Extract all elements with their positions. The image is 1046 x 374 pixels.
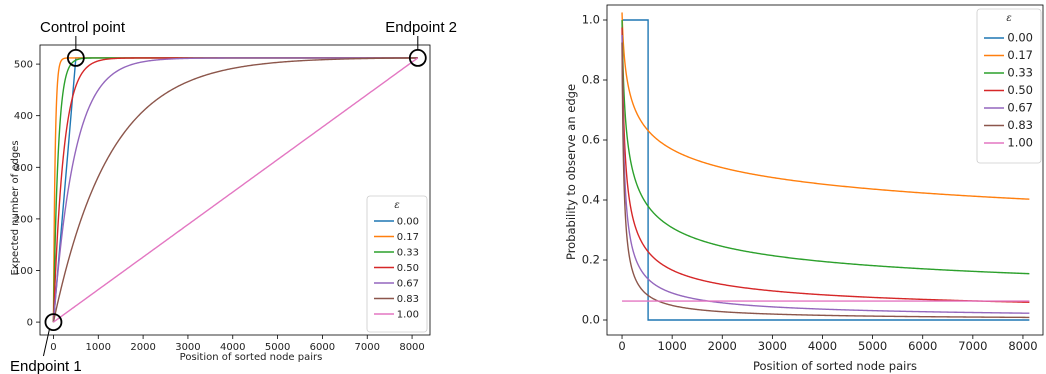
right-y-axis-label: Probability to observe an edge bbox=[564, 84, 578, 260]
right-plot-frame bbox=[606, 4, 1044, 336]
left-chart: 0 1000 2000 3000 4000 5000 6000 7000 8000 0 100 20… bbox=[10, 19, 457, 374]
y-tick-label: 100 bbox=[14, 266, 33, 277]
y-tick-label: 400 bbox=[14, 111, 33, 122]
series-line-0.17 bbox=[621, 12, 1030, 200]
x-tick-label: 3000 bbox=[175, 342, 200, 353]
x-tick-label: 6000 bbox=[310, 342, 335, 353]
left-y-ticks: 0 100 200 300 400 500 bbox=[14, 60, 40, 329]
legend-label: 0.83 bbox=[397, 294, 419, 305]
right-chart: 0 1000 2000 3000 4000 5000 6000 7000 8000 0.0 0.2… bbox=[564, 4, 1044, 373]
left-plot-frame bbox=[39, 44, 431, 336]
legend-label: 1.00 bbox=[397, 310, 419, 321]
x-tick-label: 8000 bbox=[1008, 339, 1037, 353]
legend-label: 0.17 bbox=[397, 232, 419, 243]
legend-label: 0.50 bbox=[1007, 83, 1033, 97]
series-line-1.00 bbox=[52, 57, 419, 323]
x-tick-label: 4000 bbox=[808, 339, 837, 353]
y-tick-label: 500 bbox=[14, 60, 33, 71]
legend-label: 0.67 bbox=[397, 279, 419, 290]
x-tick-label: 0 bbox=[618, 339, 625, 353]
legend-label: 1.00 bbox=[1007, 136, 1033, 150]
x-tick-label: 2000 bbox=[130, 342, 155, 353]
right-legend: ε 0.00 0.17 0.33 0.50 0.67 0.83 1.00 bbox=[976, 8, 1042, 164]
x-tick-label: 1000 bbox=[658, 339, 687, 353]
endpoint-1-leader bbox=[42, 328, 50, 357]
right-series-lines bbox=[621, 12, 1030, 321]
right-x-ticks: 0 1000 2000 3000 4000 5000 6000 7000 8000 bbox=[618, 335, 1038, 353]
x-tick-label: 5000 bbox=[858, 339, 887, 353]
endpoint-1-label: Endpoint 1 bbox=[10, 358, 82, 374]
y-tick-label: 0.2 bbox=[582, 253, 600, 267]
series-line-0.00 bbox=[622, 19, 1030, 321]
legend-label: 0.83 bbox=[1007, 118, 1033, 132]
endpoint-2-label: Endpoint 2 bbox=[385, 19, 457, 36]
left-legend: ε 0.00 0.17 0.33 0.50 0.67 0.83 1.00 bbox=[366, 195, 428, 333]
legend-label: 0.33 bbox=[397, 248, 419, 259]
y-tick-label: 200 bbox=[14, 214, 33, 225]
legend-label: 0.00 bbox=[1007, 31, 1033, 45]
series-line-0.83 bbox=[52, 57, 418, 323]
x-tick-label: 7000 bbox=[958, 339, 987, 353]
y-tick-label: 1.0 bbox=[582, 13, 600, 27]
x-tick-label: 5000 bbox=[265, 342, 290, 353]
x-tick-label: 0 bbox=[50, 342, 56, 353]
left-annotations: Control point Endpoint 2 Endpoint 1 bbox=[10, 19, 457, 374]
y-tick-label: 0.4 bbox=[582, 193, 600, 207]
legend-title: ε bbox=[1006, 13, 1011, 24]
y-tick-label: 0.8 bbox=[582, 73, 600, 87]
legend-label: 0.17 bbox=[1007, 48, 1033, 62]
left-x-axis-label: Position of sorted node pairs bbox=[180, 352, 323, 363]
x-tick-label: 7000 bbox=[355, 342, 380, 353]
series-line-0.67 bbox=[52, 57, 418, 323]
x-tick-label: 1000 bbox=[86, 342, 111, 353]
x-tick-label: 3000 bbox=[758, 339, 787, 353]
x-tick-label: 6000 bbox=[908, 339, 937, 353]
left-x-ticks: 0 1000 2000 3000 4000 5000 6000 7000 8000 bbox=[50, 335, 425, 353]
left-y-axis-label: Expected number of edges bbox=[10, 140, 21, 275]
legend-title: ε bbox=[394, 200, 399, 211]
x-tick-label: 2000 bbox=[708, 339, 737, 353]
y-tick-label: 0.6 bbox=[582, 133, 600, 147]
endpoint-1-marker bbox=[44, 313, 63, 331]
control-point-label: Control point bbox=[40, 19, 126, 36]
legend-label: 0.67 bbox=[1007, 101, 1033, 115]
right-y-ticks: 0.0 0.2 0.4 0.6 0.8 1.0 bbox=[582, 13, 607, 327]
x-tick-label: 4000 bbox=[220, 342, 245, 353]
legend-label: 0.50 bbox=[397, 263, 419, 274]
y-tick-label: 0.0 bbox=[582, 313, 600, 327]
legend-box bbox=[976, 8, 1042, 164]
series-line-0.33 bbox=[621, 19, 1030, 275]
left-series-lines bbox=[52, 57, 419, 323]
y-tick-label: 300 bbox=[14, 163, 33, 174]
y-tick-label: 0 bbox=[27, 318, 33, 329]
series-line-0.67 bbox=[621, 34, 1030, 314]
legend-label: 0.33 bbox=[1007, 66, 1033, 80]
x-tick-label: 8000 bbox=[399, 342, 424, 353]
series-line-0.50 bbox=[621, 27, 1030, 303]
series-line-0.83 bbox=[621, 42, 1030, 319]
right-x-axis-label: Position of sorted node pairs bbox=[753, 359, 917, 373]
legend-label: 0.00 bbox=[397, 217, 419, 228]
